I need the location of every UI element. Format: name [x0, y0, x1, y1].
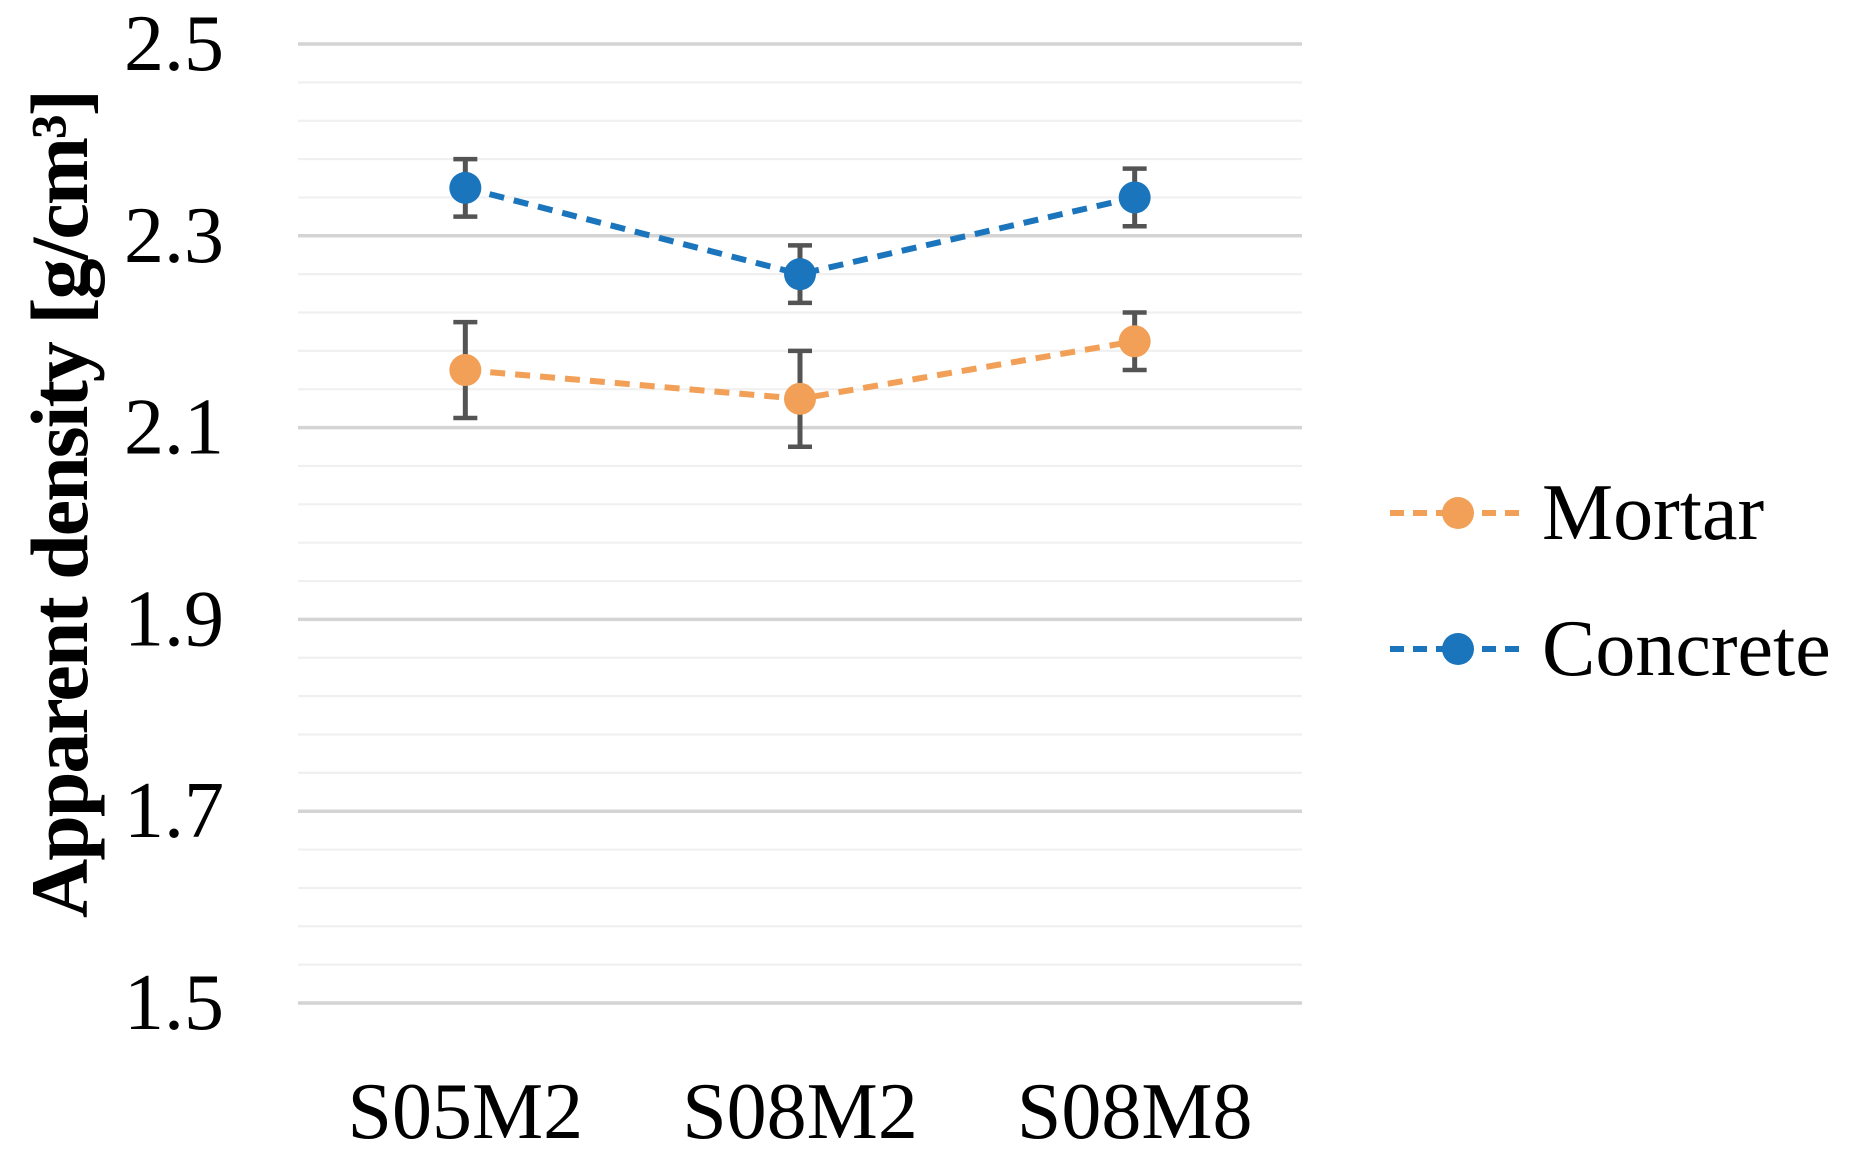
gridlines: [298, 42, 1302, 1005]
category-label: S08M8: [1017, 1068, 1253, 1156]
y-tick-label: 1.7: [124, 767, 224, 855]
data-point-marker: [1118, 181, 1151, 214]
y-tick-label: 2.3: [124, 192, 224, 280]
legend-item-mortar: Mortar: [1388, 471, 1831, 555]
series-concrete: [449, 156, 1151, 306]
data-point-marker: [1118, 325, 1151, 358]
y-axis-tick-labels: 2.5 2.3 2.1 1.9 1.7 1.5: [124, 0, 224, 1047]
mortar-series-marker-icon: [1390, 497, 1526, 529]
plot-area: 2.5 2.3 2.1 1.9 1.7 1.5 S05M2 S08M2 S08M8: [124, 0, 1302, 1156]
data-point-marker: [784, 382, 816, 415]
data-point-marker: [449, 354, 482, 387]
legend-label-concrete: Concrete: [1542, 605, 1831, 693]
legend: Mortar Concrete: [1388, 471, 1831, 691]
legend-item-concrete: Concrete: [1388, 607, 1831, 691]
category-label: S05M2: [348, 1068, 584, 1156]
series-mortar: [449, 310, 1151, 450]
x-axis-category-labels: S05M2 S08M2 S08M8: [348, 1068, 1253, 1156]
y-tick-label: 1.9: [124, 575, 224, 663]
legend-label-mortar: Mortar: [1542, 469, 1765, 557]
y-tick-label: 2.5: [124, 0, 224, 88]
concrete-series-marker-icon: [1390, 633, 1526, 665]
y-tick-label: 2.1: [124, 384, 224, 472]
data-point-marker: [449, 171, 482, 204]
category-label: S08M2: [682, 1068, 918, 1156]
data-point-marker: [784, 258, 816, 291]
y-tick-label: 1.5: [124, 959, 224, 1047]
